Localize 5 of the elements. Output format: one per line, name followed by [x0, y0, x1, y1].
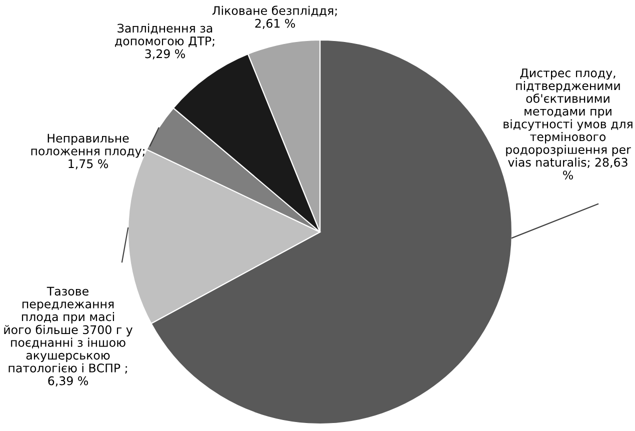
slice-label: Запліднення за допомогою ДТР; 3,29 % — [115, 24, 214, 60]
slice-label: Неправильне положення плоду; 1,75 % — [31, 134, 144, 170]
slice-label: Тазове передлежання плода при масі його більше 3700 г у поєднанні з іншою акушерською патологією і ВСПР ; 6,39 % — [4, 286, 132, 386]
slice-label: Ліковане безпліддя; 2,61 % — [212, 6, 337, 30]
category-label: Дистрес плоду, підтвердженими об'єктивними методами при відсутності умов для термінового родорозрішення per vias naturalis; 28,63 % — [504, 68, 632, 180]
